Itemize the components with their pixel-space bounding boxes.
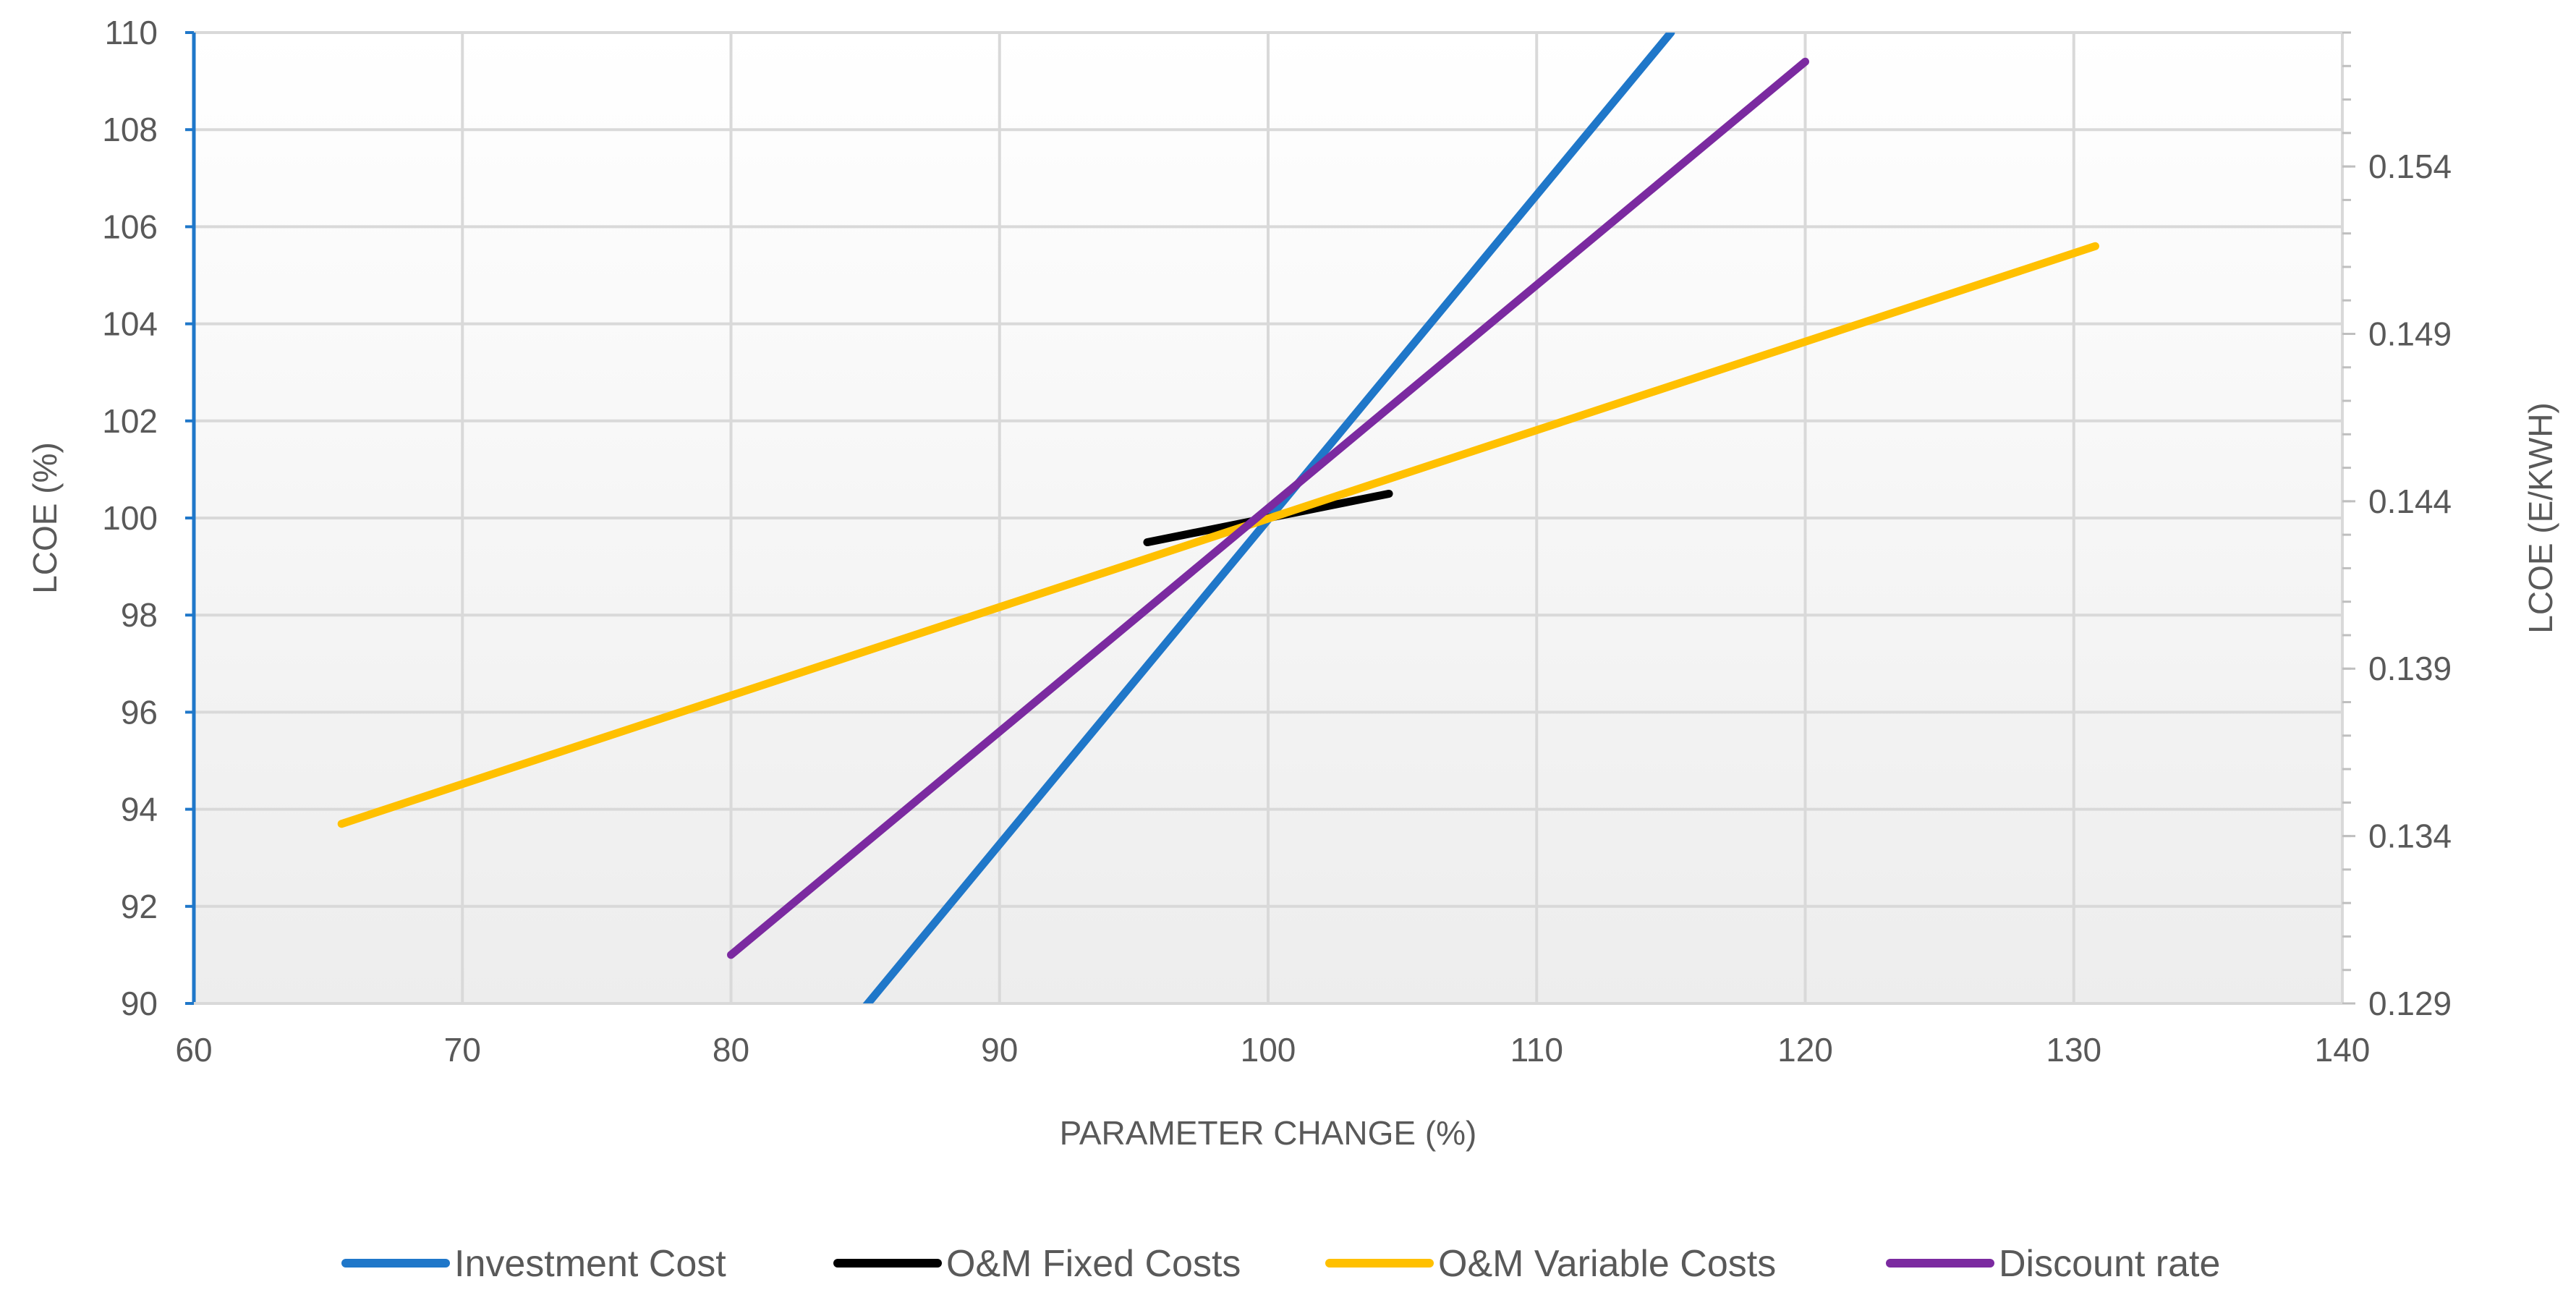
legend-om-variable-costs: O&M Variable Costs [1438,1243,1776,1285]
x-tick-label: 110 [1510,1031,1563,1069]
x-tick-label: 120 [1777,1031,1833,1069]
series-lines [337,33,2099,1003]
gridlines [192,31,2344,1005]
legend-investment-cost: Investment Cost [454,1243,726,1285]
x-tick-label: 130 [2046,1031,2101,1069]
y-axis-title: LCOE (%) [26,442,64,594]
y2-tick-label: 0.149 [2368,315,2452,352]
x-tick-label: 140 [2315,1031,2371,1069]
y2-axis-title: LCOE (E/KWH) [2522,402,2559,633]
y-tick-label: 98 [121,596,158,634]
y-tick-label: 108 [102,111,158,148]
y2-tick-label: 0.139 [2368,650,2452,687]
y-tick-label: 100 [102,499,158,537]
y-tick-label: 102 [102,402,158,440]
y-tick-label: 104 [102,305,158,343]
legend-om-fixed-costs: O&M Fixed Costs [946,1243,1241,1285]
y-tick-label: 90 [121,985,158,1022]
series-discount-rate [727,57,1809,959]
y-tick-label: 110 [105,14,158,51]
tick-labels: 90 92 94 96 98 100 102 104 106 108 110 60 70 80 90 100 1… [102,14,2452,1069]
x-tick-label: 90 [981,1031,1018,1069]
y-tick-label: 92 [121,888,158,925]
axes [185,31,2355,1005]
x-tick-label: 70 [444,1031,481,1069]
y-tick-label: 96 [121,693,158,731]
x-tick-label: 80 [713,1031,749,1069]
legend-discount-rate: Discount rate [1999,1243,2220,1285]
x-axis-title: PARAMETER CHANGE (%) [1060,1114,1477,1152]
legend: Investment Cost O&M Fixed Costs O&M Variab… [341,1243,2220,1285]
y2-tick-label: 0.144 [2368,483,2452,520]
y-tick-label: 94 [121,791,158,828]
y-tick-label: 106 [102,208,158,245]
series-om-variable-costs [337,242,2099,828]
y2-tick-label: 0.134 [2368,818,2452,855]
x-tick-label: 60 [175,1031,212,1069]
y2-tick-label: 0.129 [2368,985,2452,1022]
y2-tick-label: 0.154 [2368,148,2452,185]
x-tick-label: 100 [1241,1031,1296,1069]
